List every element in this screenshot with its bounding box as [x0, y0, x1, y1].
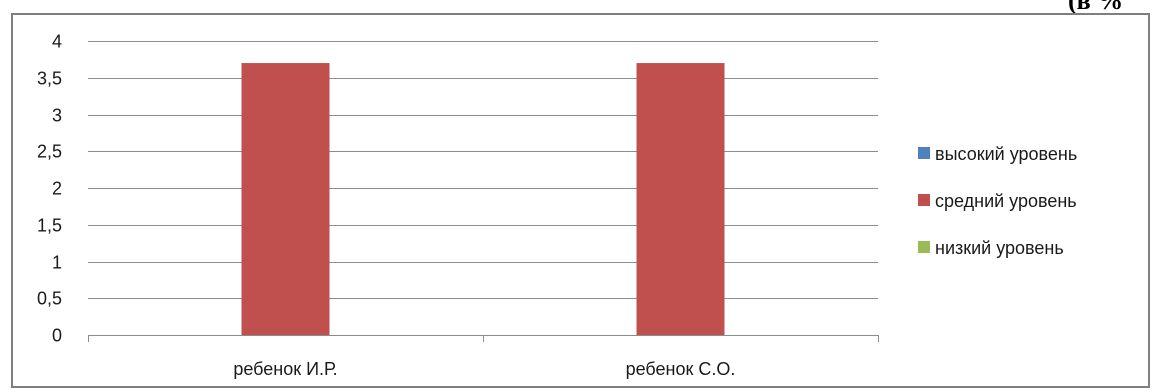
y-tick-label: 0 — [52, 326, 62, 346]
bar — [241, 63, 330, 336]
legend-label: низкий уровень — [935, 238, 1064, 258]
x-axis-category-labels: ребенок И.Р. ребенок С.О. — [233, 359, 735, 379]
x-category-label: ребенок И.Р. — [233, 359, 337, 379]
y-tick-label: 2 — [52, 179, 62, 199]
x-category-label: ребенок С.О. — [626, 359, 736, 379]
legend-swatch — [918, 147, 930, 159]
y-tick-label: 1,5 — [37, 216, 62, 236]
y-tick-label: 3 — [52, 106, 62, 126]
legend-swatch — [918, 194, 930, 206]
legend-label: высокий уровень — [935, 144, 1077, 164]
chart-frame — [11, 13, 1150, 388]
bar — [636, 63, 725, 336]
y-tick-label: 3,5 — [37, 69, 62, 89]
gridlines — [88, 41, 878, 336]
x-axis — [88, 335, 879, 342]
legend: высокий уровень средний уровень низкий уро… — [918, 144, 1077, 258]
legend-swatch — [918, 241, 930, 253]
legend-label: средний уровень — [935, 191, 1077, 211]
y-tick-label: 1 — [52, 253, 62, 273]
y-tick-label: 0,5 — [37, 289, 62, 309]
page-header-fragment: (в % — [1068, 0, 1152, 14]
y-tick-label: 2,5 — [37, 142, 62, 162]
y-tick-label: 4 — [52, 32, 62, 52]
y-axis-tick-labels: 0 0,5 1 1,5 2 2,5 3 3,5 4 — [37, 32, 62, 346]
bars — [241, 63, 725, 336]
